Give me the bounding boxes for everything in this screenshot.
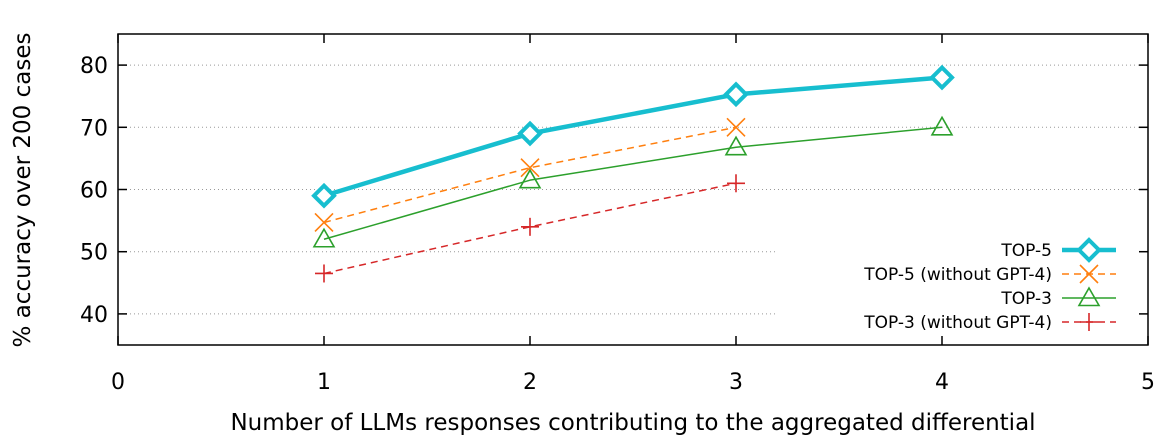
legend-marker bbox=[1079, 264, 1099, 284]
x-tick-label: 2 bbox=[523, 370, 537, 395]
y-tick-label: 80 bbox=[80, 54, 108, 79]
series-layer bbox=[311, 64, 955, 283]
x-tick-label: 4 bbox=[935, 370, 949, 395]
x-axis-title: Number of LLMs responses contributing to… bbox=[230, 410, 1035, 436]
series-top-5 bbox=[311, 64, 955, 209]
data-point bbox=[311, 182, 337, 209]
data-point bbox=[726, 117, 746, 137]
data-point bbox=[517, 120, 543, 147]
y-tick-label: 70 bbox=[80, 116, 108, 141]
legend-entry: TOP-3 bbox=[1000, 286, 1116, 309]
legend-entry: TOP-5 (without GPT-4) bbox=[863, 264, 1116, 285]
data-point bbox=[518, 168, 542, 189]
x-tick-label: 1 bbox=[317, 370, 331, 395]
legend-entry: TOP-5 bbox=[1000, 237, 1116, 263]
series-top-3-without-gpt-4- bbox=[315, 174, 745, 283]
data-point bbox=[520, 158, 540, 178]
series-line bbox=[323, 126, 943, 240]
plot-frame bbox=[117, 33, 1149, 346]
x-tick-label: 3 bbox=[729, 370, 743, 395]
data-point bbox=[724, 135, 748, 156]
data-point bbox=[930, 115, 954, 136]
legend: TOP-5 TOP-5 (without GPT-4) TOP-3 TOP-3 (wi… bbox=[863, 237, 1116, 333]
legend-marker bbox=[1080, 313, 1098, 331]
axis-ticks: 40 50 60 70 80 0 1 2 3 4 5 bbox=[80, 34, 1155, 395]
legend-label: TOP-3 bbox=[1000, 289, 1052, 309]
series-top-3 bbox=[312, 115, 954, 248]
legend-marker bbox=[1076, 237, 1102, 263]
legend-label: TOP-5 (without GPT-4) bbox=[863, 265, 1052, 285]
series-top-5-without-gpt-4- bbox=[314, 117, 746, 233]
legend-entry: TOP-3 (without GPT-4) bbox=[863, 313, 1116, 333]
data-point bbox=[521, 217, 539, 236]
legend-label: TOP-3 (without GPT-4) bbox=[863, 313, 1052, 333]
data-point bbox=[312, 227, 336, 248]
data-point bbox=[929, 64, 955, 91]
x-tick-label: 5 bbox=[1141, 370, 1155, 395]
data-point bbox=[314, 212, 334, 233]
y-tick-label: 60 bbox=[80, 179, 108, 204]
series-line bbox=[323, 126, 737, 224]
y-axis-title: % accuracy over 200 cases bbox=[10, 33, 36, 348]
y-tick-label: 40 bbox=[80, 303, 108, 328]
data-point bbox=[723, 81, 749, 108]
grid-lines bbox=[118, 64, 1148, 315]
x-tick-label: 0 bbox=[111, 370, 125, 395]
legend-label: TOP-5 bbox=[1000, 241, 1052, 261]
y-tick-label: 50 bbox=[80, 241, 108, 266]
data-point bbox=[315, 264, 333, 283]
data-point bbox=[727, 174, 745, 193]
series-line bbox=[323, 182, 737, 275]
legend-marker bbox=[1077, 286, 1101, 307]
series-line bbox=[323, 75, 943, 198]
